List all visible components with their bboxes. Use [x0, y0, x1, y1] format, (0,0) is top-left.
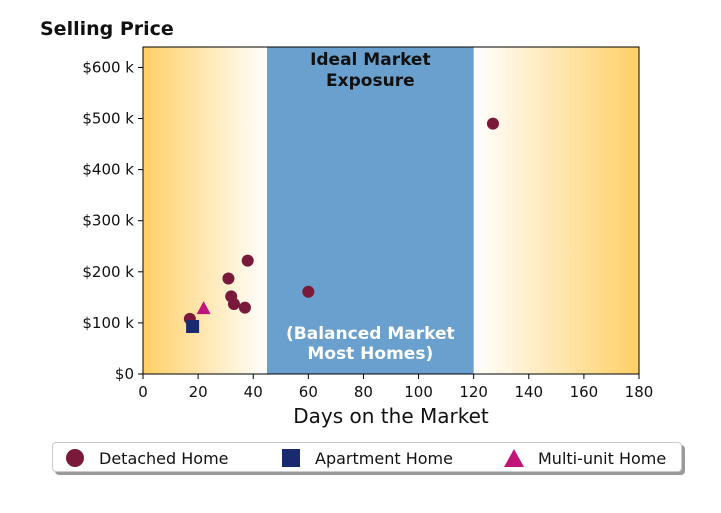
legend-label: Apartment Home [315, 448, 453, 468]
multi-unit-home-point [196, 301, 211, 315]
x-tick-label: 0 [138, 383, 148, 401]
circle-marker-icon [66, 449, 84, 467]
y-tick-label: $200 k [82, 263, 134, 281]
legend: Detached Home Apartment Home Multi-unit … [52, 442, 682, 472]
x-tick-label: 140 [514, 383, 543, 401]
x-axis-label: Days on the Market [293, 404, 489, 428]
x-tick-label: 180 [625, 383, 654, 401]
detached-home-point [486, 117, 499, 130]
legend-item-multiunit: Multi-unit Home [502, 447, 666, 469]
plot-background [143, 47, 639, 374]
detached-home-point [241, 254, 254, 267]
ideal-exposure-band [267, 47, 474, 374]
triangle-marker-icon [504, 449, 524, 467]
data-points [183, 117, 499, 333]
right-gradient-region [473, 47, 639, 374]
plot-frame [142, 46, 640, 375]
left-gradient-region [143, 47, 267, 374]
legend-item-detached: Detached Home [63, 447, 229, 469]
y-axis-title: Selling Price [40, 18, 174, 40]
x-tick-label: 40 [244, 383, 263, 401]
axes: 0 20 40 60 80 100 120 140 160 180 $0 $100 k $200 k $3… [82, 46, 654, 401]
detached-home-point [227, 298, 240, 311]
y-tick-label: $300 k [82, 212, 134, 230]
y-tick-label: $0 [115, 365, 134, 383]
legend-label: Multi-unit Home [538, 448, 667, 468]
legend-item-apartment: Apartment Home [279, 447, 453, 469]
detached-home-point [238, 301, 251, 314]
x-tick-label: 160 [570, 383, 599, 401]
detached-home-point [302, 285, 315, 298]
y-tick-label: $100 k [82, 314, 134, 332]
x-tick-label: 20 [189, 383, 208, 401]
x-tick-label: 100 [404, 383, 433, 401]
detached-home-point [222, 272, 235, 285]
band-note-line: (Balanced Market [286, 324, 455, 344]
y-tick-label: $600 k [82, 58, 134, 76]
legend-label: Detached Home [99, 448, 229, 468]
x-tick-label: 80 [354, 383, 373, 401]
x-tick-label: 60 [299, 383, 318, 401]
x-tick-label: 120 [459, 383, 488, 401]
apartment-home-point [186, 319, 200, 333]
band-title-line: Exposure [326, 71, 415, 91]
square-marker-icon [282, 449, 300, 467]
band-title-line: Ideal Market [310, 50, 431, 70]
y-tick-label: $500 k [82, 110, 134, 128]
y-tick-label: $400 k [82, 161, 134, 179]
band-note-line: Most Homes) [307, 344, 433, 364]
